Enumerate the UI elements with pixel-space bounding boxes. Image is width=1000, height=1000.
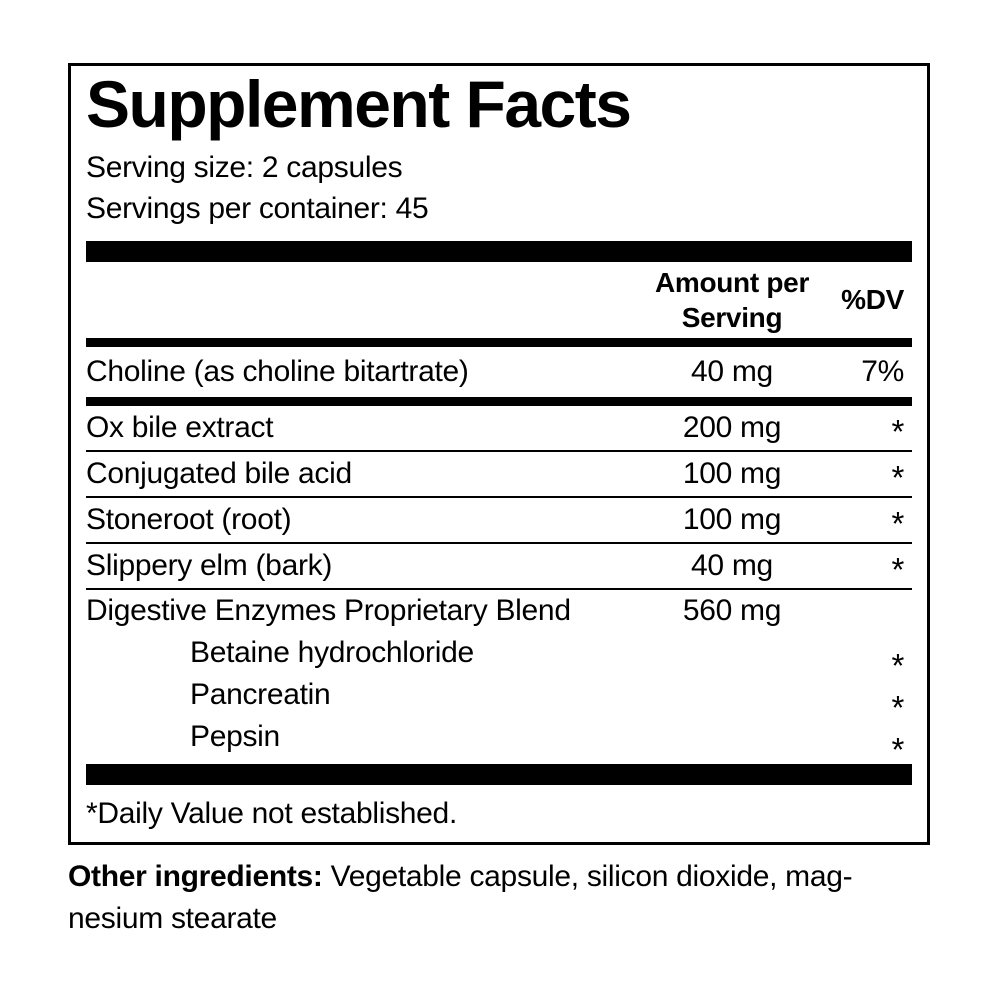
ingredient-row: Slippery elm (bark) 40 mg * xyxy=(86,544,912,590)
divider-bar-thick-top xyxy=(86,240,912,262)
sub-ingredient-dv-asterisk: * xyxy=(891,730,904,768)
ingredient-name: Choline (as choline bitartrate) xyxy=(86,354,469,388)
ingredient-row: Stoneroot (root) 100 mg * xyxy=(86,498,912,544)
amount-per-serving-header: Amount per Serving xyxy=(654,266,810,333)
other-ingredients-text: Other ingredients: Vegetable capsule, si… xyxy=(68,856,943,940)
daily-value-footnote: *Daily Value not established. xyxy=(86,796,457,830)
ingredient-amount: 100 mg xyxy=(682,456,782,490)
divider-bar-thick-bottom xyxy=(86,763,912,785)
ingredient-name: Stoneroot (root) xyxy=(86,502,292,536)
other-ingredients-label: Other ingredients: xyxy=(68,860,323,893)
sub-ingredient-row: Betaine hydrochloride * xyxy=(86,632,912,684)
ingredient-amount: 100 mg xyxy=(682,502,782,536)
ingredient-dv-asterisk: * xyxy=(891,412,904,450)
ingredient-name: Ox bile extract xyxy=(86,410,274,444)
divider-bar-medium xyxy=(86,337,912,347)
ingredient-name: Slippery elm (bark) xyxy=(86,548,333,582)
percent-dv-header: %DV xyxy=(841,283,904,315)
sub-ingredient-name: Betaine hydrochloride xyxy=(190,635,474,669)
ingredient-amount: 560 mg xyxy=(682,593,782,627)
sub-ingredient-dv-asterisk: * xyxy=(891,646,904,684)
ingredient-dv: 7% xyxy=(861,354,904,388)
sub-ingredient-name: Pepsin xyxy=(190,719,280,753)
ingredient-amount: 40 mg xyxy=(691,354,773,388)
ingredient-row-blend: Digestive Enzymes Proprietary Blend 560 … xyxy=(86,590,912,632)
ingredient-amount: 200 mg xyxy=(682,410,782,444)
ingredient-name: Digestive Enzymes Proprietary Blend xyxy=(86,593,571,627)
ingredient-amount: 40 mg xyxy=(691,548,773,582)
other-ingredients-line2: nesium stearate xyxy=(68,902,277,935)
ingredient-dv-asterisk: * xyxy=(891,504,904,542)
ingredient-row: Conjugated bile acid 100 mg * xyxy=(86,452,912,498)
ingredient-row: Ox bile extract 200 mg * xyxy=(86,406,912,452)
serving-size-text: Serving size: 2 capsules xyxy=(86,150,403,184)
sub-ingredient-row: Pancreatin * xyxy=(86,674,912,726)
sub-ingredient-dv-asterisk: * xyxy=(891,688,904,726)
ingredient-name: Conjugated bile acid xyxy=(86,456,352,490)
servings-per-container-text: Servings per container: 45 xyxy=(86,191,429,225)
panel-title: Supplement Facts xyxy=(86,67,632,141)
supplement-facts-panel: Supplement Facts Serving size: 2 capsule… xyxy=(68,63,930,845)
ingredient-dv-asterisk: * xyxy=(891,550,904,588)
table-header-row: Amount per Serving %DV xyxy=(86,262,912,338)
sub-ingredient-name: Pancreatin xyxy=(190,677,331,711)
ingredient-row: Choline (as choline bitartrate) 40 mg 7% xyxy=(86,347,912,397)
sub-ingredient-row: Pepsin * xyxy=(86,716,912,768)
divider-bar-medium xyxy=(86,396,912,406)
other-ingredients-line1: Vegetable capsule, silicon dioxide, mag- xyxy=(330,860,853,893)
ingredient-dv-asterisk: * xyxy=(891,458,904,496)
